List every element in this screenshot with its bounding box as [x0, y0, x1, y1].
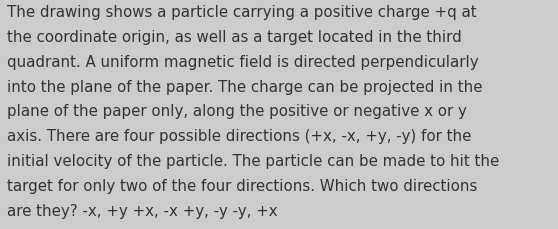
Text: are they? -x, +y +x, -x +y, -y -y, +x: are they? -x, +y +x, -x +y, -y -y, +x	[7, 203, 278, 218]
Text: The drawing shows a particle carrying a positive charge +q at: The drawing shows a particle carrying a …	[7, 5, 477, 20]
Text: quadrant. A uniform magnetic field is directed perpendicularly: quadrant. A uniform magnetic field is di…	[7, 55, 479, 69]
Text: into the plane of the paper. The charge can be projected in the: into the plane of the paper. The charge …	[7, 79, 483, 94]
Text: initial velocity of the particle. The particle can be made to hit the: initial velocity of the particle. The pa…	[7, 153, 499, 168]
Text: plane of the paper only, along the positive or negative x or y: plane of the paper only, along the posit…	[7, 104, 467, 119]
Text: the coordinate origin, as well as a target located in the third: the coordinate origin, as well as a targ…	[7, 30, 462, 45]
Text: axis. There are four possible directions (+x, -x, +y, -y) for the: axis. There are four possible directions…	[7, 129, 472, 144]
Text: target for only two of the four directions. Which two directions: target for only two of the four directio…	[7, 178, 478, 193]
